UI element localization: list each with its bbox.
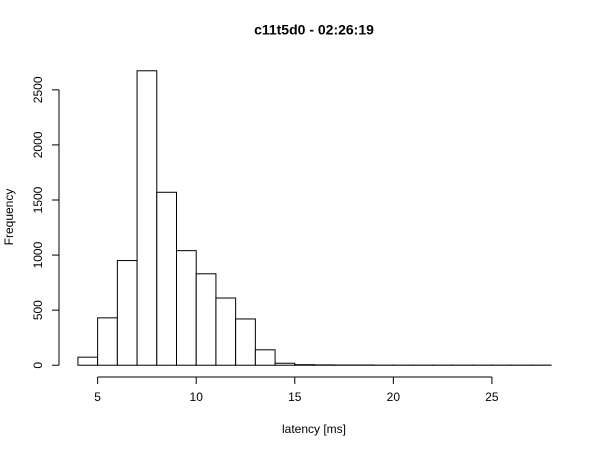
histogram-bar bbox=[195, 273, 217, 366]
x-tick-label: 10 bbox=[190, 390, 204, 404]
histogram-bar bbox=[235, 318, 256, 366]
histogram-bar bbox=[156, 191, 177, 366]
x-axis-label: latency [ms] bbox=[282, 422, 346, 436]
x-tick-label: 5 bbox=[94, 390, 101, 404]
y-tick-label: 500 bbox=[31, 300, 45, 320]
histogram-bar bbox=[215, 297, 237, 366]
histogram-bar bbox=[77, 356, 99, 366]
y-tick-label: 0 bbox=[31, 362, 45, 369]
histogram-bar bbox=[254, 349, 276, 366]
x-tick-label: 20 bbox=[387, 390, 401, 404]
x-tick-label: 25 bbox=[485, 390, 499, 404]
histogram-bar bbox=[97, 317, 118, 366]
histogram-bar bbox=[175, 250, 197, 366]
y-tick-label: 2000 bbox=[31, 131, 45, 158]
y-tick-label: 2500 bbox=[31, 76, 45, 103]
y-tick-label: 1000 bbox=[31, 241, 45, 268]
histogram-bar bbox=[274, 362, 296, 366]
x-tick-label: 15 bbox=[288, 390, 302, 404]
histogram-bar bbox=[136, 70, 158, 366]
chart-title: c11t5d0 - 02:26:19 bbox=[254, 22, 374, 38]
y-tick-label: 1500 bbox=[31, 186, 45, 213]
histogram-bar bbox=[294, 364, 315, 366]
y-axis-label: Frequency bbox=[2, 189, 16, 246]
histogram-bar bbox=[116, 260, 138, 366]
